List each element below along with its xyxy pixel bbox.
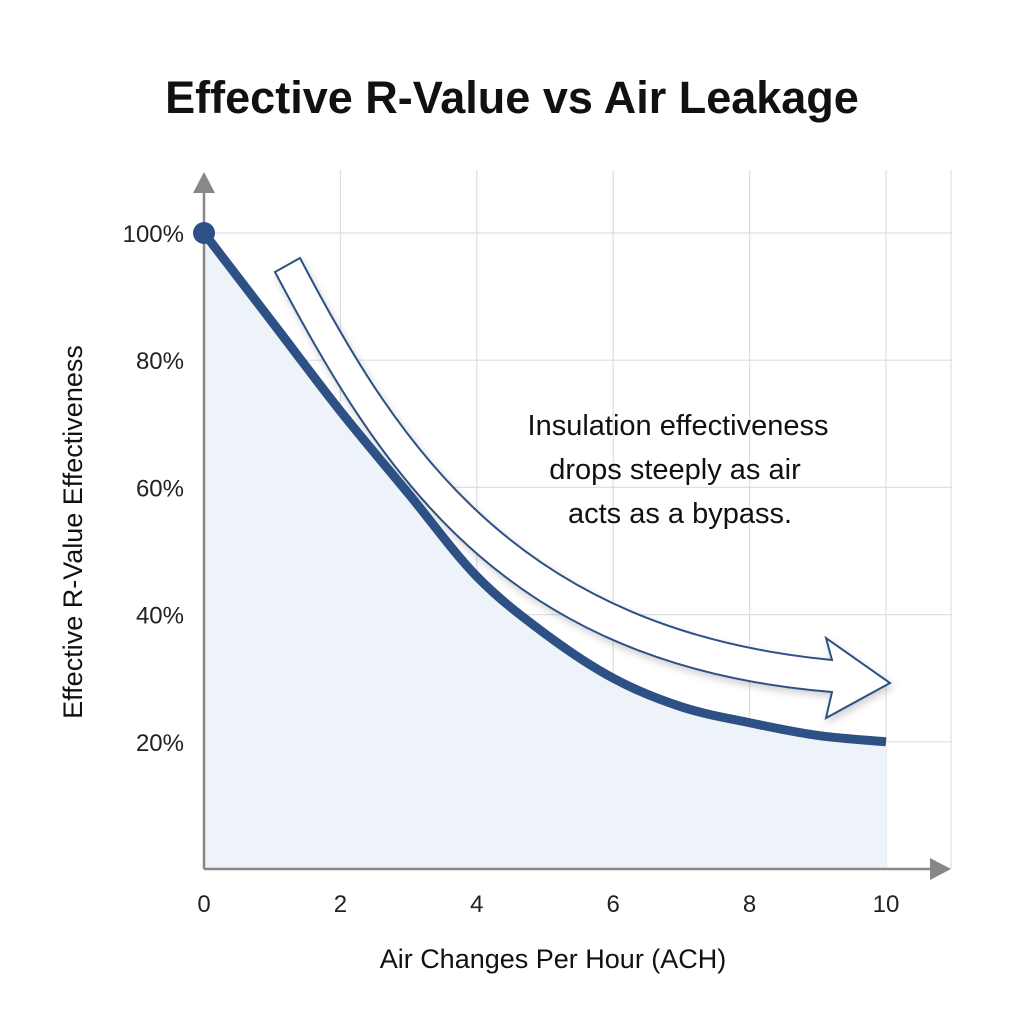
x-tick-label: 10 — [873, 891, 900, 918]
y-axis-arrow-icon — [193, 172, 215, 193]
x-tick-label: 0 — [197, 891, 210, 918]
y-tick-label: 80% — [136, 348, 184, 375]
x-axis-label: Air Changes Per Hour (ACH) — [380, 944, 727, 974]
x-tick-label: 6 — [607, 891, 620, 918]
x-tick-label: 4 — [470, 891, 483, 918]
axes — [193, 172, 951, 880]
y-axis-label: Effective R-Value Effectiveness — [58, 345, 88, 719]
annotation-line-3: acts as a bypass. — [568, 498, 792, 530]
y-tick-label: 100% — [123, 221, 184, 248]
annotation-line-1: Insulation effectiveness — [528, 410, 829, 442]
y-tick-label: 40% — [136, 603, 184, 630]
x-tick-label: 8 — [743, 891, 756, 918]
area-fill — [204, 233, 886, 869]
data-point-start — [193, 222, 215, 244]
annotation-arrow — [273, 256, 892, 720]
y-tick-labels: 20% 40% 60% 80% 100% — [123, 221, 184, 757]
annotation-line-2: drops steeply as air — [549, 454, 801, 486]
chart-title: Effective R-Value vs Air Leakage — [165, 72, 859, 123]
x-axis-arrow-icon — [930, 858, 951, 880]
series-line — [200, 230, 887, 747]
x-tick-label: 2 — [334, 891, 347, 918]
trend-arrow-icon — [273, 256, 892, 720]
x-tick-labels: 0 2 4 6 8 10 — [197, 891, 899, 918]
y-tick-label: 60% — [136, 475, 184, 502]
y-tick-label: 20% — [136, 730, 184, 757]
